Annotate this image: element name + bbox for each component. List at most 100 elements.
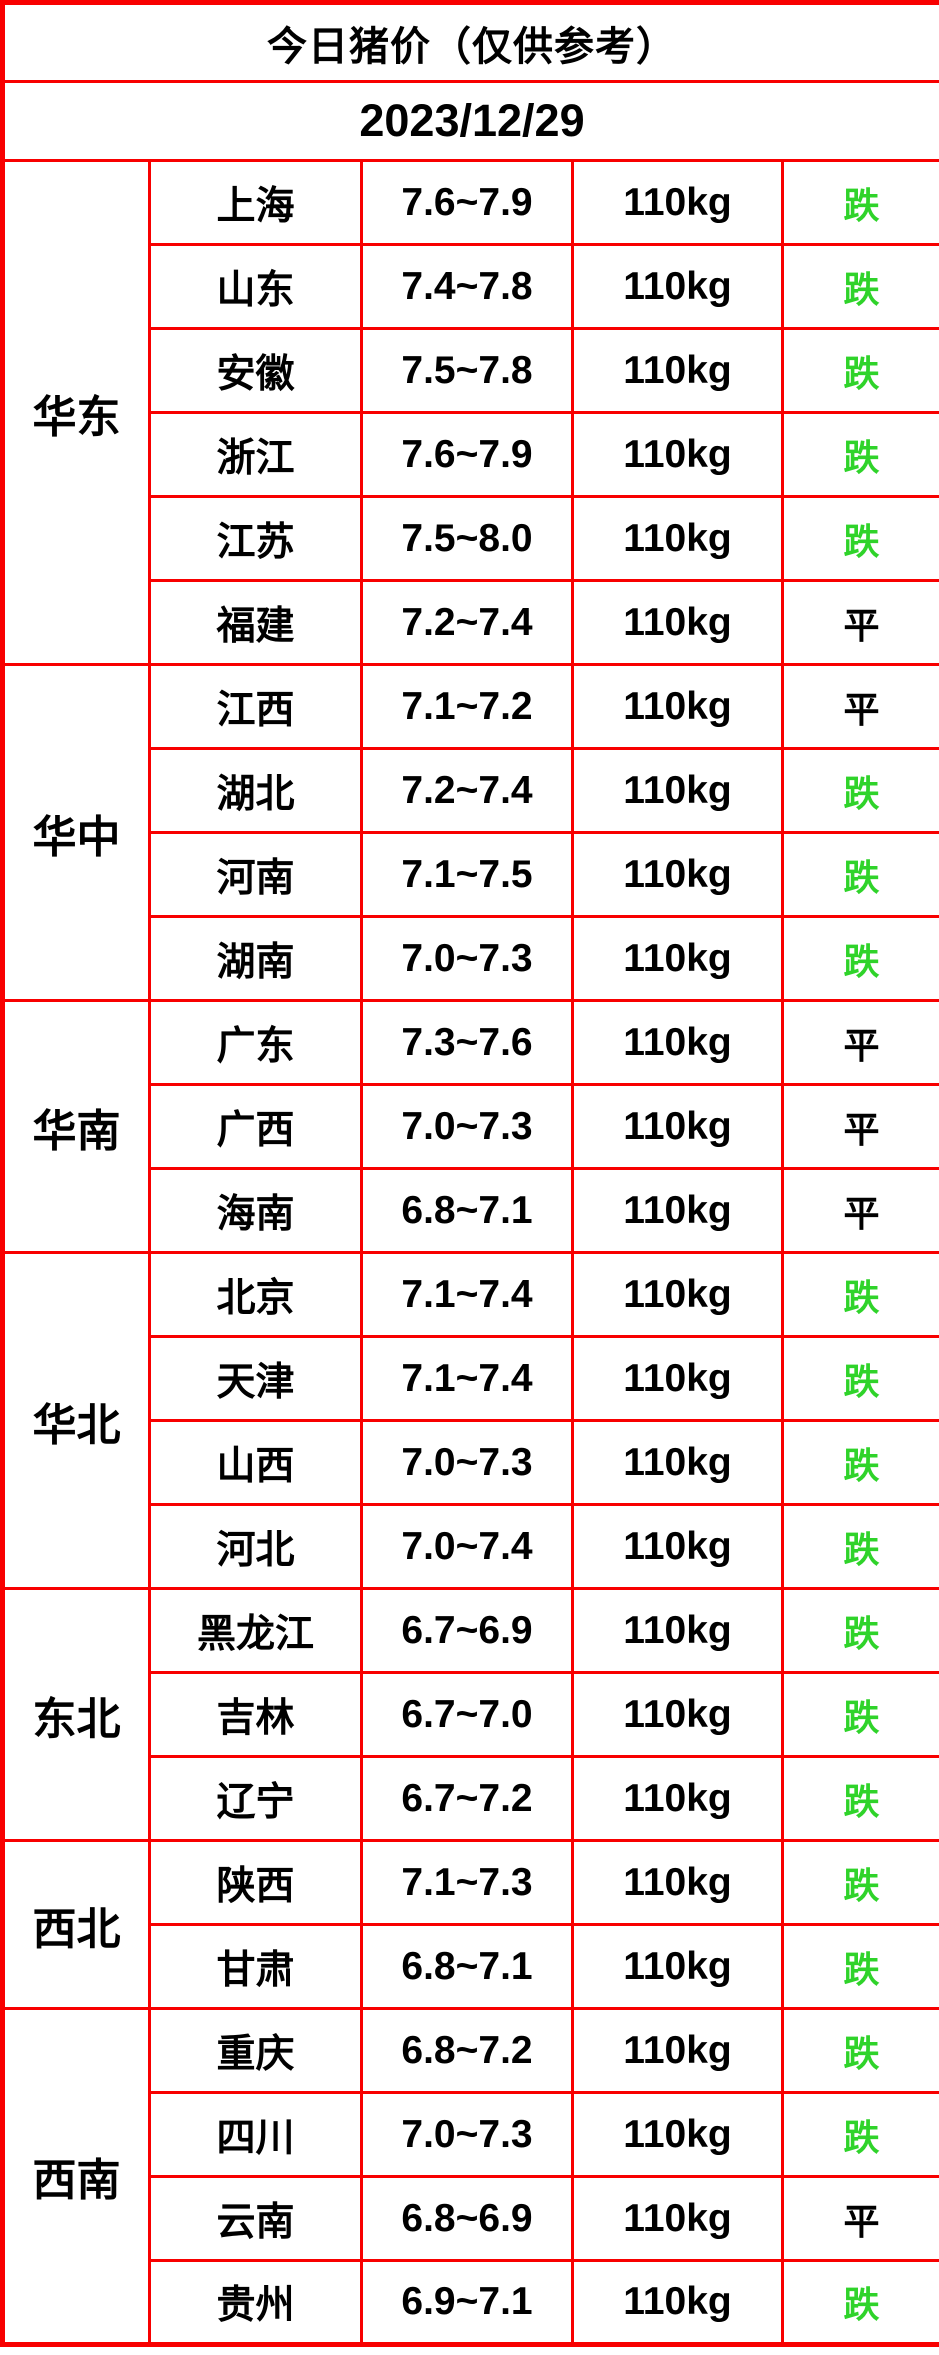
price-range-cell: 7.1~7.4 <box>360 1251 574 1338</box>
province-cell: 贵州 <box>148 2259 363 2346</box>
status-cell: 平 <box>781 2175 939 2262</box>
table-row: 辽宁 6.7~7.2 110kg 跌 <box>3 1755 939 1842</box>
price-range-cell: 6.9~7.1 <box>360 2259 574 2346</box>
region-cell: 西北 <box>1 1839 151 2010</box>
price-range-cell: 7.4~7.8 <box>360 243 574 330</box>
price-range-cell: 7.6~7.9 <box>360 159 574 246</box>
table-row: 安徽 7.5~7.8 110kg 跌 <box>3 327 939 414</box>
weight-cell: 110kg <box>571 1251 784 1338</box>
status-cell: 跌 <box>781 831 939 918</box>
weight-cell: 110kg <box>571 1083 784 1170</box>
price-range-cell: 6.7~7.0 <box>360 1671 574 1758</box>
status-cell: 跌 <box>781 1755 939 1842</box>
province-cell: 山西 <box>148 1419 363 1506</box>
table-row: 江苏 7.5~8.0 110kg 跌 <box>3 495 939 582</box>
price-range-cell: 7.2~7.4 <box>360 579 574 666</box>
province-cell: 陕西 <box>148 1839 363 1926</box>
price-range-cell: 6.8~7.1 <box>360 1923 574 2010</box>
table-row: 福建 7.2~7.4 110kg 平 <box>3 579 939 666</box>
price-range-cell: 7.1~7.3 <box>360 1839 574 1926</box>
status-cell: 跌 <box>781 1335 939 1422</box>
status-cell: 跌 <box>781 1587 939 1674</box>
status-cell: 跌 <box>781 1839 939 1926</box>
province-cell: 辽宁 <box>148 1755 363 1842</box>
table-row: 山东 7.4~7.8 110kg 跌 <box>3 243 939 330</box>
province-cell: 河南 <box>148 831 363 918</box>
price-range-cell: 6.7~7.2 <box>360 1755 574 1842</box>
table-row: 贵州 6.9~7.1 110kg 跌 <box>3 2259 939 2346</box>
title-row: 今日猪价（仅供参考） <box>1 1 939 83</box>
weight-cell: 110kg <box>571 579 784 666</box>
province-cell: 江苏 <box>148 495 363 582</box>
weight-cell: 110kg <box>571 1419 784 1506</box>
status-cell: 跌 <box>781 243 939 330</box>
weight-cell: 110kg <box>571 747 784 834</box>
price-range-cell: 6.8~6.9 <box>360 2175 574 2262</box>
province-cell: 海南 <box>148 1167 363 1254</box>
province-cell: 云南 <box>148 2175 363 2262</box>
status-cell: 跌 <box>781 1251 939 1338</box>
province-cell: 广西 <box>148 1083 363 1170</box>
table-row: 华南 广东 7.3~7.6 110kg 平 <box>1 999 939 1254</box>
price-range-cell: 6.8~7.2 <box>360 2007 574 2094</box>
price-range-cell: 7.0~7.3 <box>360 915 574 1002</box>
weight-cell: 110kg <box>571 159 784 246</box>
region-cell: 华北 <box>1 1251 151 1590</box>
weight-cell: 110kg <box>571 2175 784 2262</box>
weight-cell: 110kg <box>571 999 784 1086</box>
price-range-cell: 7.1~7.5 <box>360 831 574 918</box>
table-row: 河北 7.0~7.4 110kg 跌 <box>3 1503 939 1590</box>
weight-cell: 110kg <box>571 1335 784 1422</box>
price-range-cell: 7.6~7.9 <box>360 411 574 498</box>
table-row: 湖北 7.2~7.4 110kg 跌 <box>3 747 939 834</box>
province-cell: 广东 <box>148 999 363 1086</box>
table-row: 西南 重庆 6.8~7.2 110kg 跌 <box>1 2007 939 2346</box>
weight-cell: 110kg <box>571 2007 784 2094</box>
weight-cell: 110kg <box>571 1671 784 1758</box>
table-row: 浙江 7.6~7.9 110kg 跌 <box>3 411 939 498</box>
table-row: 吉林 6.7~7.0 110kg 跌 <box>3 1671 939 1758</box>
weight-cell: 110kg <box>571 2091 784 2178</box>
status-cell: 跌 <box>781 1671 939 1758</box>
weight-cell: 110kg <box>571 2259 784 2346</box>
price-range-cell: 7.3~7.6 <box>360 999 574 1086</box>
table-row: 天津 7.1~7.4 110kg 跌 <box>3 1335 939 1422</box>
region-cell: 华东 <box>1 159 151 666</box>
status-cell: 跌 <box>781 327 939 414</box>
weight-cell: 110kg <box>571 915 784 1002</box>
page-title: 今日猪价（仅供参考） <box>1 1 939 83</box>
price-range-cell: 7.5~8.0 <box>360 495 574 582</box>
weight-cell: 110kg <box>571 663 784 750</box>
weight-cell: 110kg <box>571 495 784 582</box>
province-cell: 四川 <box>148 2091 363 2178</box>
status-cell: 跌 <box>781 1923 939 2010</box>
province-cell: 浙江 <box>148 411 363 498</box>
table-row: 湖南 7.0~7.3 110kg 跌 <box>3 915 939 1002</box>
price-range-cell: 7.1~7.4 <box>360 1335 574 1422</box>
status-cell: 跌 <box>781 159 939 246</box>
table-row: 甘肃 6.8~7.1 110kg 跌 <box>3 1923 939 2010</box>
weight-cell: 110kg <box>571 327 784 414</box>
status-cell: 平 <box>781 663 939 750</box>
table-row: 云南 6.8~6.9 110kg 平 <box>3 2175 939 2262</box>
date-label: 2023/12/29 <box>1 80 939 162</box>
price-range-cell: 7.0~7.3 <box>360 2091 574 2178</box>
status-cell: 跌 <box>781 747 939 834</box>
price-range-cell: 6.7~6.9 <box>360 1587 574 1674</box>
province-cell: 河北 <box>148 1503 363 1590</box>
province-cell: 湖北 <box>148 747 363 834</box>
region-cell: 华南 <box>1 999 151 1254</box>
table-row: 西北 陕西 7.1~7.3 110kg 跌 <box>1 1839 939 2010</box>
region-cell: 华中 <box>1 663 151 1002</box>
status-cell: 跌 <box>781 411 939 498</box>
price-range-cell: 7.5~7.8 <box>360 327 574 414</box>
province-cell: 吉林 <box>148 1671 363 1758</box>
weight-cell: 110kg <box>571 1839 784 1926</box>
status-cell: 跌 <box>781 1419 939 1506</box>
status-cell: 平 <box>781 999 939 1086</box>
table-row: 东北 黑龙江 6.7~6.9 110kg 跌 <box>1 1587 939 1842</box>
province-cell: 福建 <box>148 579 363 666</box>
status-cell: 跌 <box>781 2259 939 2346</box>
